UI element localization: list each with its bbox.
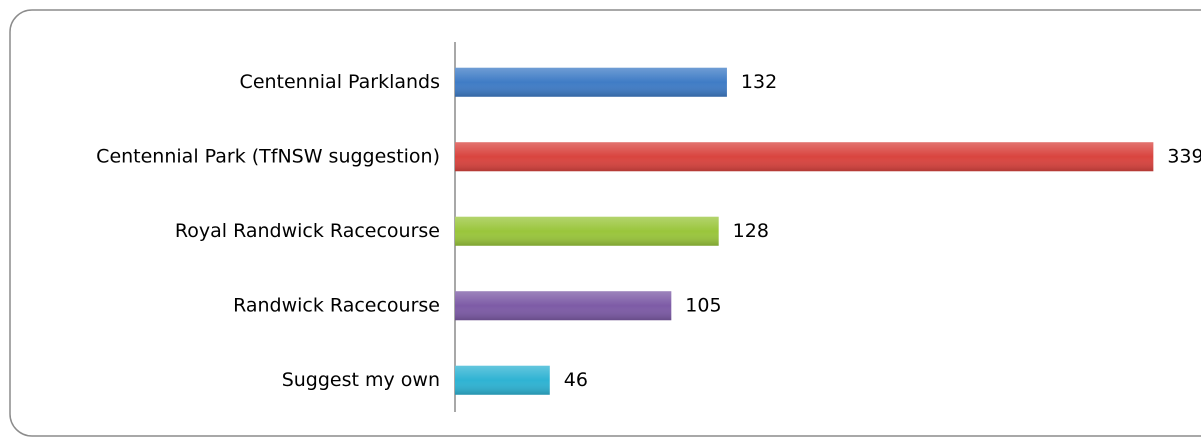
- bar-shade: [455, 365, 550, 395]
- value-label: 339: [1167, 145, 1201, 167]
- category-label: Centennial Parklands: [240, 71, 440, 93]
- value-label: 128: [733, 220, 769, 242]
- value-label: 105: [685, 294, 721, 316]
- bar-shade: [455, 67, 727, 97]
- bar-shade: [455, 291, 672, 321]
- value-label: 46: [564, 369, 588, 391]
- category-label: Centennial Park (TfNSW suggestion): [96, 145, 440, 167]
- bar-shade: [455, 216, 719, 246]
- bar-shade: [455, 142, 1154, 172]
- value-label: 132: [741, 71, 777, 93]
- category-label: Royal Randwick Racecourse: [175, 220, 440, 242]
- category-label: Suggest my own: [282, 369, 440, 391]
- category-label: Randwick Racecourse: [233, 294, 440, 316]
